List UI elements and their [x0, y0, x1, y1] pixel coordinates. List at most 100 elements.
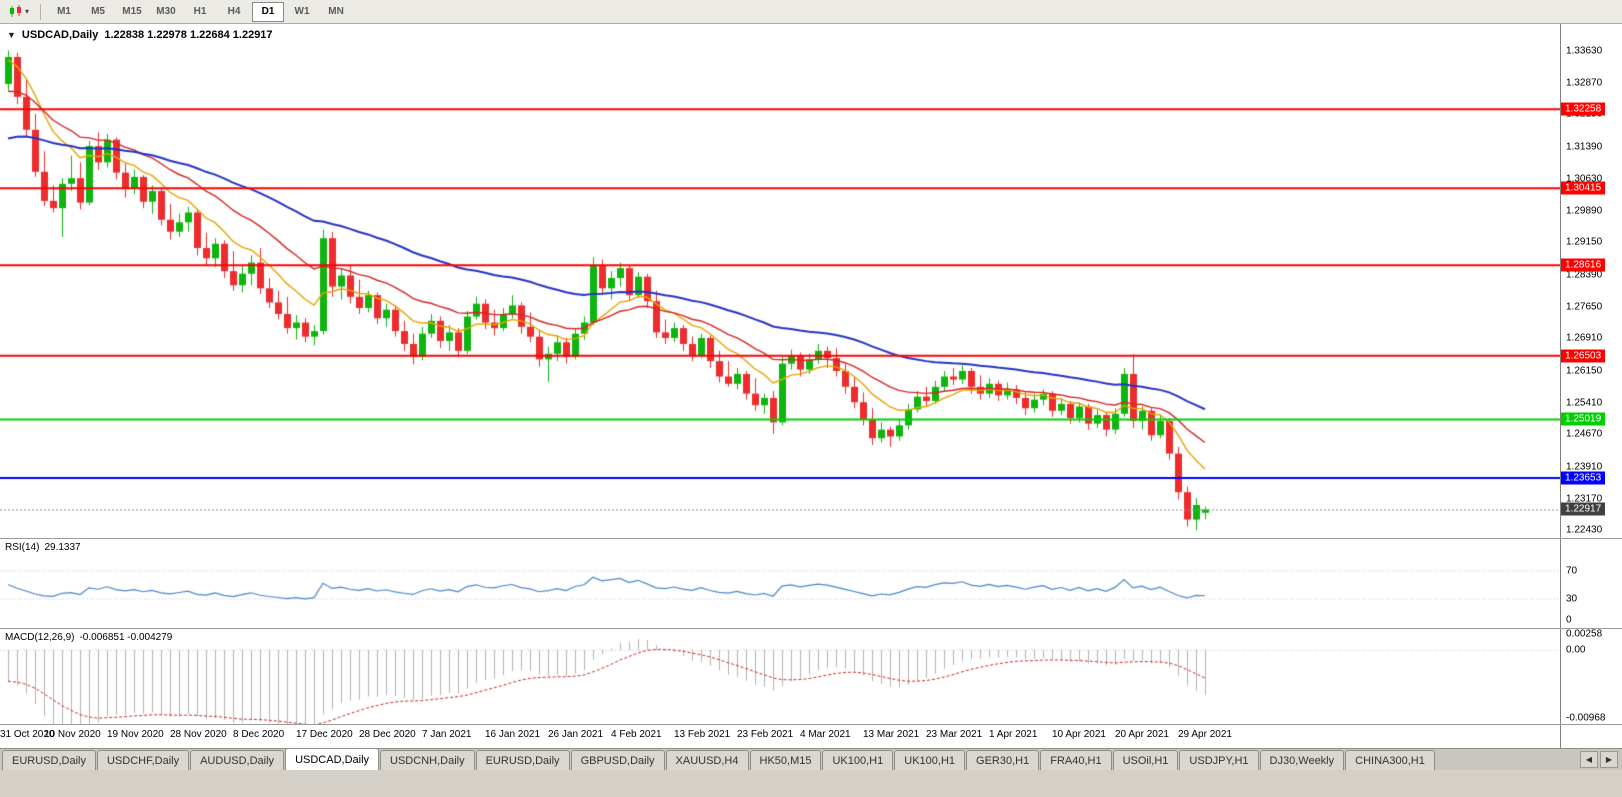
chart-tab-UK100-H1[interactable]: UK100,H1: [822, 750, 894, 770]
date-label: 19 Nov 2020: [107, 729, 164, 740]
price-tick: 1.25410: [1566, 397, 1603, 409]
chart-tab-EURUSD-Daily[interactable]: EURUSD,Daily: [2, 750, 96, 770]
timeframe-button-M30[interactable]: M30: [156, 6, 176, 17]
tab-scroll-right-button[interactable]: ▶: [1600, 751, 1618, 768]
timeframe-button-D1[interactable]: D1: [252, 1, 285, 22]
tab-scrollers: ◀ ▶: [1576, 749, 1622, 770]
rsi-tick: 0: [1566, 614, 1572, 626]
rsi-axis[interactable]: 70 30 0: [1560, 539, 1622, 628]
date-label: 28 Dec 2020: [359, 729, 416, 740]
timeframe-button-M5[interactable]: M5: [91, 6, 105, 17]
level-price-badge: 1.26503: [1561, 349, 1606, 363]
date-label: 28 Nov 2020: [170, 729, 227, 740]
chart-type-button[interactable]: ▾: [4, 3, 34, 20]
chart-tab-GER30-H1[interactable]: GER30,H1: [966, 750, 1040, 770]
price-tick: 1.26150: [1566, 365, 1603, 377]
chart-tab-FRA40-H1[interactable]: FRA40,H1: [1040, 750, 1112, 770]
macd-panel: MACD(12,26,9) -0.006851 -0.004279 0.0025…: [0, 628, 1622, 724]
date-label: 1 Apr 2021: [989, 729, 1038, 740]
date-label: 23 Mar 2021: [926, 729, 983, 740]
tab-scroll-left-button[interactable]: ◀: [1580, 751, 1598, 768]
timeframe-button-M15[interactable]: M15: [122, 6, 142, 17]
price-tick: 1.32870: [1566, 77, 1603, 89]
price-tick: 1.31390: [1566, 141, 1603, 152]
date-label: 4 Feb 2021: [611, 729, 662, 740]
chart-tabs-group: EURUSD,Daily USDCHF,Daily AUDUSD,Daily USDC…: [2, 748, 1436, 770]
timeframe-button-H1[interactable]: H1: [193, 6, 207, 17]
price-tick: 1.33630: [1566, 45, 1603, 57]
date-label: 10 Apr 2021: [1052, 729, 1106, 740]
chart-tab-GBPUSD-Daily[interactable]: GBPUSD,Daily: [570, 750, 665, 770]
rsi-canvas[interactable]: [0, 539, 1560, 628]
chart-tab-HK50-M15[interactable]: HK50,M15: [749, 750, 822, 770]
chart-tab-USDJPY-H1[interactable]: USDJPY,H1: [1179, 750, 1259, 770]
macd-label: MACD(12,26,9): [5, 632, 75, 643]
date-label: 4 Mar 2021: [800, 729, 851, 740]
level-price-badge: 1.28616: [1561, 258, 1606, 272]
date-label: 13 Mar 2021: [863, 729, 920, 740]
window-bottom-edge: [0, 770, 1622, 797]
level-price-badge: 1.23653: [1561, 471, 1606, 485]
date-label: 23 Feb 2021: [737, 729, 794, 740]
chart-tab-bar: EURUSD,Daily USDCHF,Daily AUDUSD,Daily USDC…: [0, 748, 1622, 770]
date-axis-corner: [1560, 725, 1622, 748]
chart-title: ▼ USDCAD,Daily 1.22838 1.22978 1.22684 1…: [7, 29, 273, 41]
timeframe-buttons-group: M1 M5 M15 M30 H1 H4 D1 W1 MN: [47, 1, 353, 22]
price-tick: 1.29890: [1566, 205, 1603, 217]
main-chart-panel: ▼ USDCAD,Daily 1.22838 1.22978 1.22684 1…: [0, 24, 1622, 538]
macd-canvas[interactable]: [0, 629, 1560, 724]
level-price-badge: 1.32258: [1561, 102, 1606, 116]
chart-tab-DJ30-Weekly[interactable]: DJ30,Weekly: [1259, 750, 1345, 770]
rsi-panel: RSI(14) 29.1337 70 30 0: [0, 538, 1622, 628]
timeframe-button-MN[interactable]: MN: [328, 6, 344, 17]
date-axis[interactable]: 31 Oct 2020 10 Nov 2020 19 Nov 2020 28 Nov …: [0, 724, 1622, 748]
current-price-badge: 1.22917: [1561, 502, 1606, 516]
date-label: 26 Jan 2021: [548, 729, 604, 740]
price-tick: 1.29150: [1566, 236, 1603, 248]
price-tick: 1.24670: [1566, 428, 1603, 440]
date-label: 16 Jan 2021: [485, 729, 541, 740]
main-price-axis[interactable]: 1.336301.328701.321501.313901.306301.298…: [1560, 24, 1622, 538]
price-tick: 1.22430: [1566, 524, 1603, 536]
date-label: 20 Apr 2021: [1115, 729, 1169, 740]
price-tick: 1.28390: [1566, 269, 1603, 281]
price-tick: 1.27650: [1566, 301, 1603, 313]
chart-ohlc-values: 1.22838 1.22978 1.22684 1.22917: [104, 29, 273, 41]
chart-tab-EURUSD-Daily[interactable]: EURUSD,Daily: [475, 750, 570, 770]
main-chart-canvas[interactable]: [0, 24, 1560, 538]
price-tick: 1.23170: [1566, 493, 1603, 505]
chart-symbol-label: USDCAD,Daily: [21, 29, 99, 41]
chevron-down-icon: ▾: [25, 7, 30, 16]
toolbar-separator: [40, 3, 42, 20]
price-tick: 1.30630: [1566, 173, 1603, 185]
chart-tab-USDCNH-Daily[interactable]: USDCNH,Daily: [380, 750, 475, 770]
level-price-badge: 1.30415: [1561, 181, 1606, 195]
timeframe-button-W1[interactable]: W1: [294, 6, 310, 17]
chart-window: ▼ USDCAD,Daily 1.22838 1.22978 1.22684 1…: [0, 24, 1622, 748]
chart-marker-icon: ▼: [7, 30, 16, 40]
date-label: 31 Oct 2020: [0, 729, 55, 740]
rsi-value: 29.1337: [44, 542, 81, 553]
rsi-tick: 70: [1566, 565, 1578, 577]
macd-axis[interactable]: 0.00258 0.00 -0.00968: [1560, 629, 1622, 724]
rsi-header: RSI(14) 29.1337: [5, 542, 81, 553]
chart-tab-XAUUSD-H4[interactable]: XAUUSD,H4: [665, 750, 749, 770]
timeframe-button-H4[interactable]: H4: [227, 6, 241, 17]
date-label: 10 Nov 2020: [44, 729, 101, 740]
price-tick: 1.26910: [1566, 332, 1603, 344]
level-price-badge: 1.25019: [1561, 412, 1606, 426]
timeframe-button-M1[interactable]: M1: [57, 6, 71, 17]
chart-tab-CHINA300-H1[interactable]: CHINA300,H1: [1345, 750, 1435, 770]
macd-values: -0.006851 -0.004279: [79, 632, 173, 643]
date-label: 13 Feb 2021: [674, 729, 731, 740]
chart-tab-USDCHF-Daily[interactable]: USDCHF,Daily: [96, 750, 190, 770]
timeframe-toolbar: ▾ M1 M5 M15 M30 H1 H4 D1 W1 MN: [0, 0, 1622, 24]
price-tick: 1.23910: [1566, 461, 1603, 473]
chart-tab-USDCAD-Daily[interactable]: USDCAD,Daily: [285, 748, 380, 770]
chart-tab-USOil-H1[interactable]: USOil,H1: [1112, 750, 1179, 770]
chart-tab-UK100-H1[interactable]: UK100,H1: [894, 750, 966, 770]
macd-tick: 0.00: [1566, 644, 1586, 656]
rsi-label: RSI(14): [5, 542, 40, 553]
chart-tab-AUDUSD-Daily[interactable]: AUDUSD,Daily: [190, 750, 285, 770]
